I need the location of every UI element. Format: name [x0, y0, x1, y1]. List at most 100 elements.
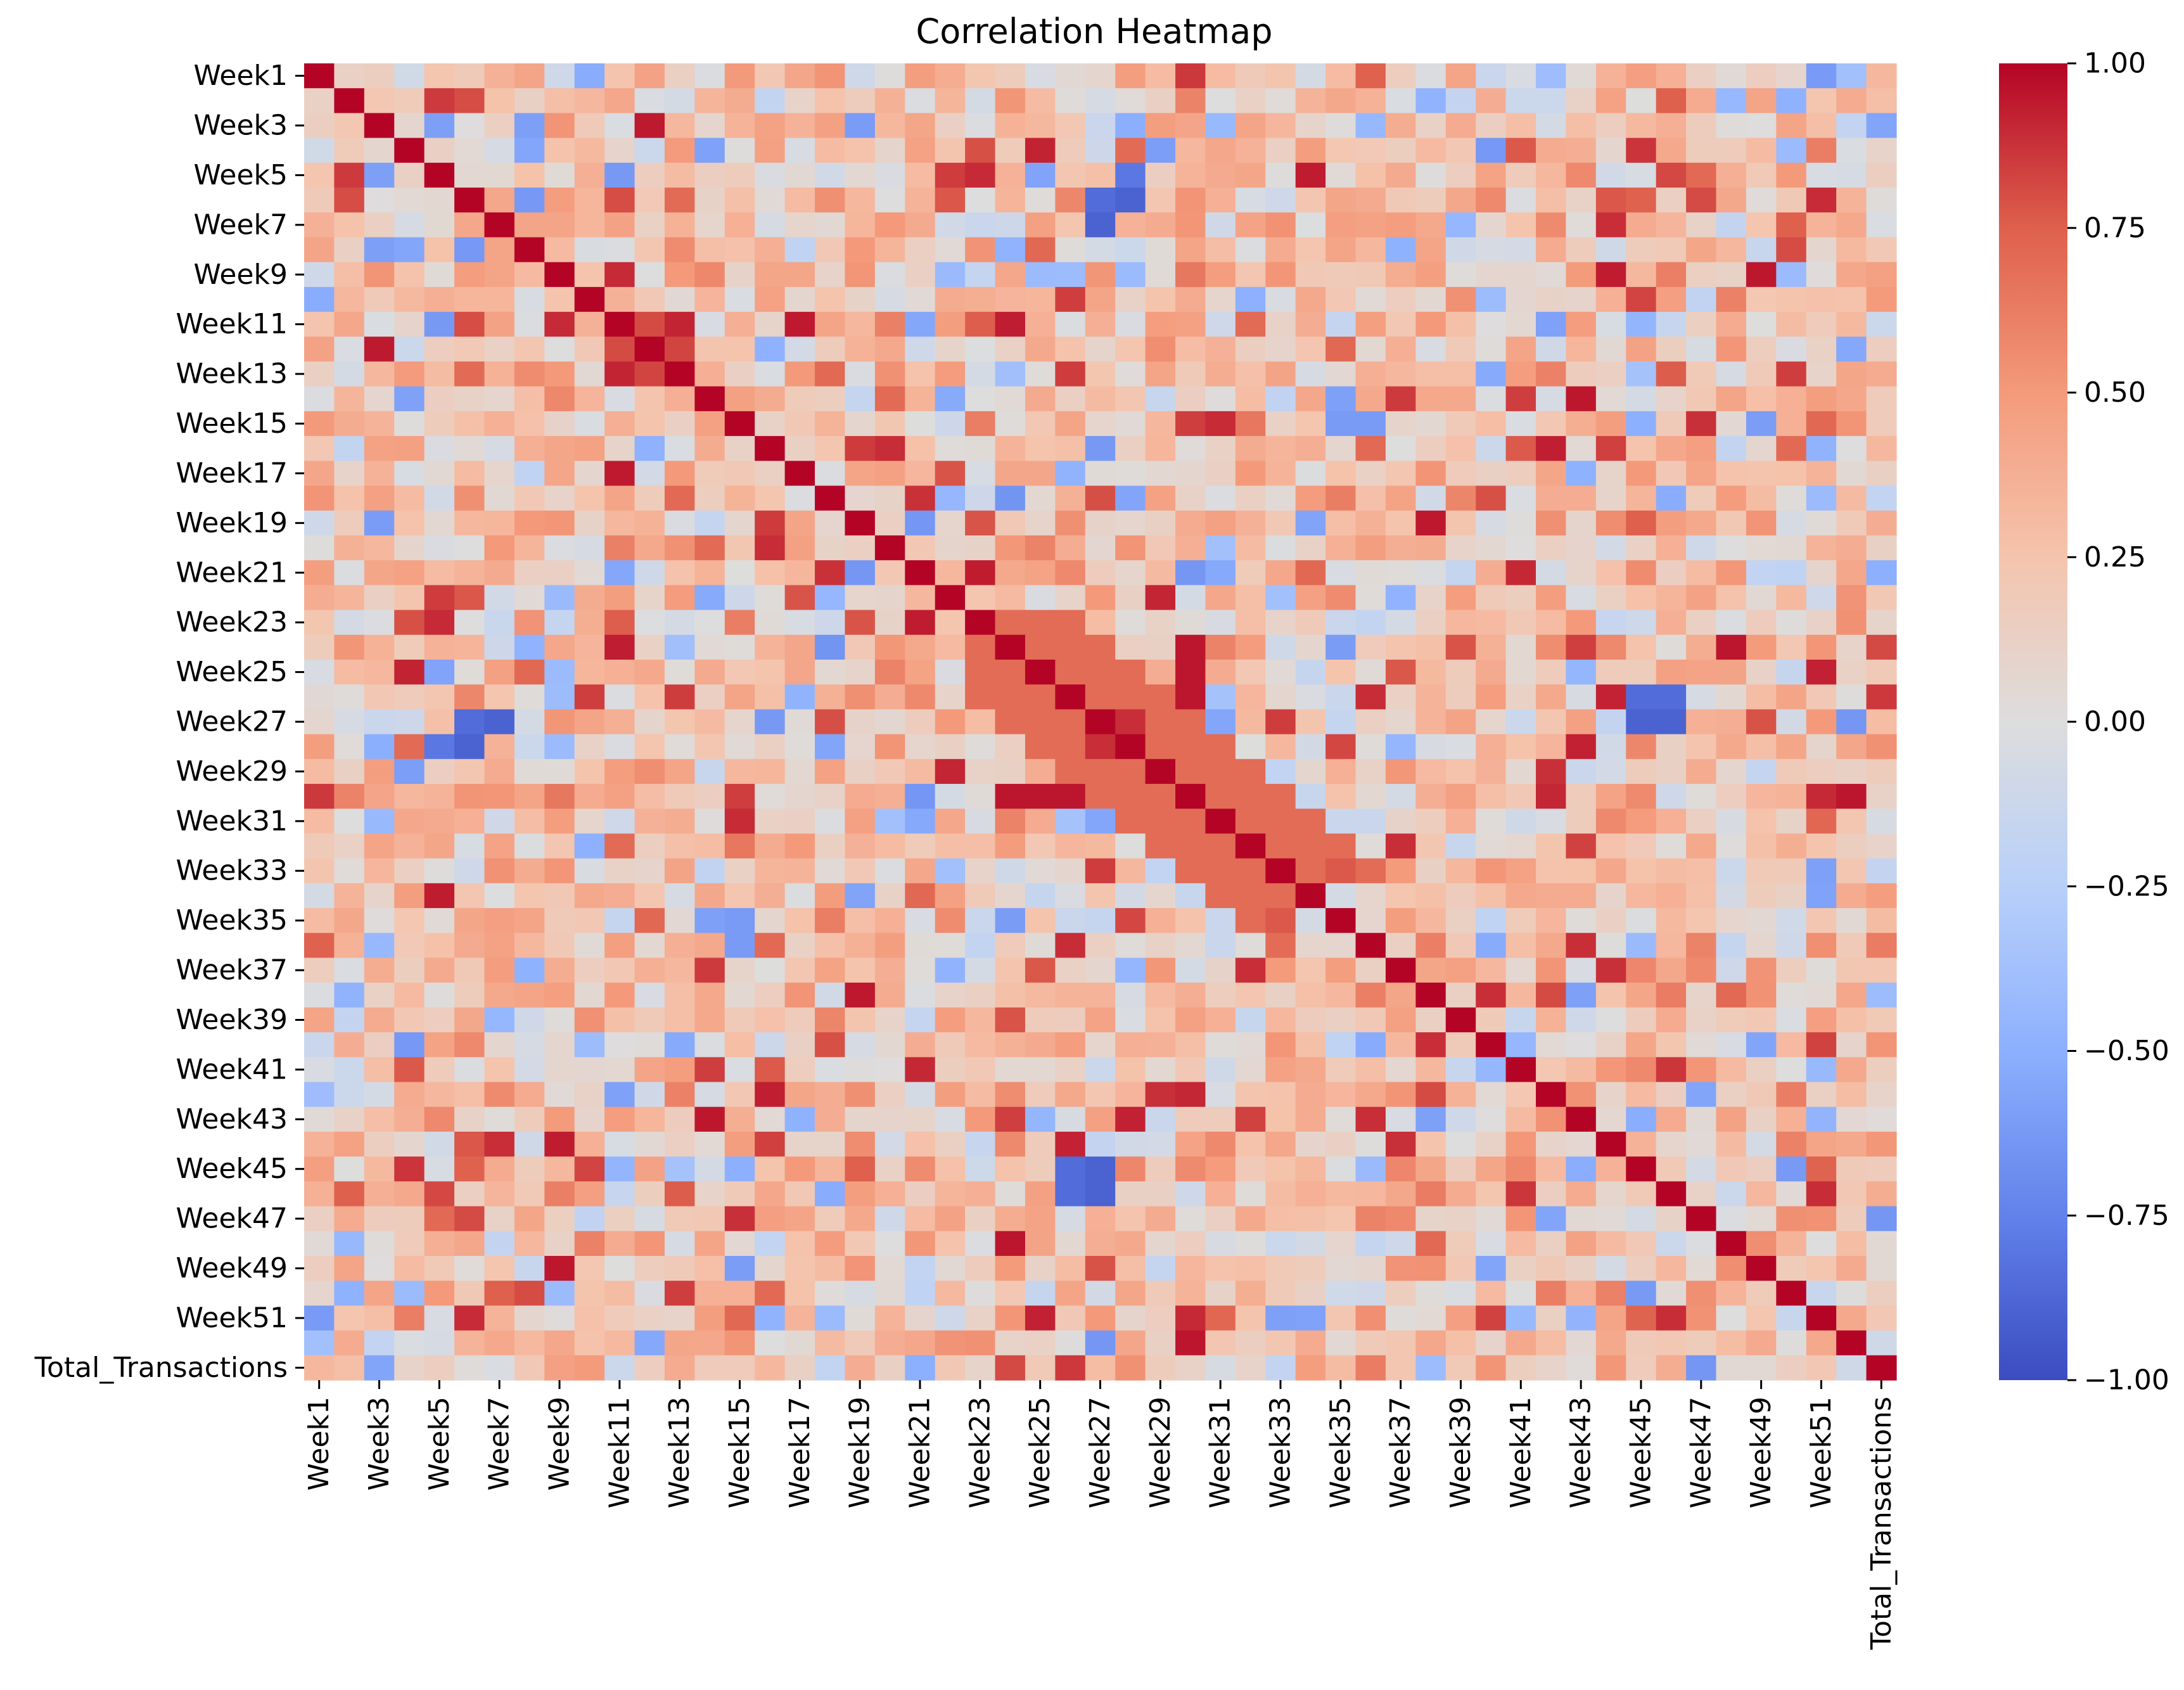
heatmap-cell [1055, 88, 1086, 114]
heatmap-cell [935, 162, 966, 188]
heatmap-cell [1025, 237, 1056, 263]
heatmap-cell [1235, 63, 1266, 89]
heatmap-cell [815, 63, 846, 89]
heatmap-cell [815, 411, 846, 437]
heatmap-cell [1776, 535, 1807, 561]
heatmap-cell [874, 461, 905, 487]
heatmap-cell [1085, 883, 1116, 909]
heatmap-cell [664, 1106, 695, 1132]
heatmap-cell [1055, 162, 1086, 188]
heatmap-cell [1866, 1131, 1897, 1157]
heatmap-cell [1716, 63, 1747, 89]
heatmap-cell [1295, 1156, 1326, 1182]
heatmap-cell [1145, 113, 1176, 139]
heatmap-cell [1656, 162, 1687, 188]
heatmap-cell [1686, 833, 1717, 859]
heatmap-cell [1235, 833, 1266, 859]
heatmap-cell [845, 684, 876, 710]
heatmap-cell [1385, 237, 1416, 263]
heatmap-cell [1355, 659, 1386, 685]
heatmap-cell [755, 585, 786, 611]
heatmap-cell [1626, 386, 1657, 412]
heatmap-cell [514, 1206, 545, 1232]
heatmap-cell [1025, 1255, 1056, 1281]
heatmap-cell [1355, 610, 1386, 636]
heatmap-cell [394, 411, 425, 437]
heatmap-cell [1656, 957, 1687, 983]
heatmap-cell [514, 88, 545, 114]
heatmap-cell [965, 1281, 996, 1306]
heatmap-cell [454, 734, 485, 760]
heatmap-cell [1476, 883, 1507, 909]
heatmap-cell [1626, 1106, 1657, 1132]
heatmap-cell [1776, 1206, 1807, 1232]
heatmap-cell [1716, 982, 1747, 1008]
heatmap-cell [1626, 734, 1657, 760]
heatmap-cell [1175, 734, 1206, 760]
heatmap-cell [1025, 1131, 1056, 1157]
heatmap-cell [1145, 63, 1176, 89]
heatmap-cell [1175, 237, 1206, 263]
heatmap-cell [845, 1181, 876, 1207]
heatmap-cell [514, 436, 545, 461]
heatmap-cell [965, 436, 996, 461]
heatmap-cell [394, 1231, 425, 1257]
heatmap-cell [1806, 1181, 1837, 1207]
heatmap-cell [1536, 585, 1567, 611]
heatmap-cell [845, 386, 876, 412]
heatmap-cell [1595, 286, 1626, 312]
heatmap-cell [1175, 1181, 1206, 1207]
heatmap-cell [1746, 1305, 1777, 1331]
heatmap-cell [1445, 1131, 1476, 1157]
heatmap-cell [1175, 1355, 1206, 1381]
heatmap-cell [815, 933, 846, 959]
heatmap-cell [1746, 1181, 1777, 1207]
heatmap-cell [1115, 982, 1146, 1008]
heatmap-cell [574, 1330, 605, 1356]
x-tick-label: Week15 [724, 1397, 756, 1509]
heatmap-cell [1476, 535, 1507, 561]
heatmap-cell [1536, 1206, 1567, 1232]
heatmap-cell [604, 1330, 635, 1356]
heatmap-cell [1866, 1206, 1897, 1232]
heatmap-cell [1385, 634, 1416, 660]
heatmap-cell [604, 809, 635, 835]
heatmap-cell [664, 262, 695, 288]
heatmap-cell [1656, 1082, 1687, 1108]
heatmap-cell [1716, 485, 1747, 511]
heatmap-cell [1505, 286, 1536, 312]
heatmap-cell [484, 1057, 515, 1083]
heatmap-cell [1806, 411, 1837, 437]
heatmap-cell [1595, 361, 1626, 387]
heatmap-cell [454, 634, 485, 660]
heatmap-cell [304, 1131, 335, 1157]
heatmap-cell [1355, 759, 1386, 784]
heatmap-cell [1265, 1106, 1296, 1132]
heatmap-cell [935, 833, 966, 859]
heatmap-cell [634, 510, 665, 536]
heatmap-cell [1806, 833, 1837, 859]
heatmap-cell [484, 361, 515, 387]
heatmap-cell [1656, 933, 1687, 959]
heatmap-cell [1355, 1106, 1386, 1132]
heatmap-cell [1656, 411, 1687, 437]
heatmap-cell [995, 1206, 1026, 1232]
heatmap-cell [1265, 982, 1296, 1008]
heatmap-cell [1355, 510, 1386, 536]
heatmap-cell [574, 1206, 605, 1232]
heatmap-cell [1866, 1255, 1897, 1281]
heatmap-cell [364, 188, 395, 213]
heatmap-cell [1115, 386, 1146, 412]
heatmap-cell [1836, 461, 1867, 487]
heatmap-cell [1325, 88, 1357, 114]
heatmap-cell [364, 237, 395, 263]
heatmap-cell [394, 162, 425, 188]
heatmap-cell [514, 957, 545, 983]
heatmap-cell [484, 634, 515, 660]
heatmap-cell [364, 1281, 395, 1306]
heatmap-cell [1175, 659, 1206, 685]
heatmap-cell [574, 1007, 605, 1033]
heatmap-cell [1566, 833, 1597, 859]
heatmap-cell [454, 535, 485, 561]
